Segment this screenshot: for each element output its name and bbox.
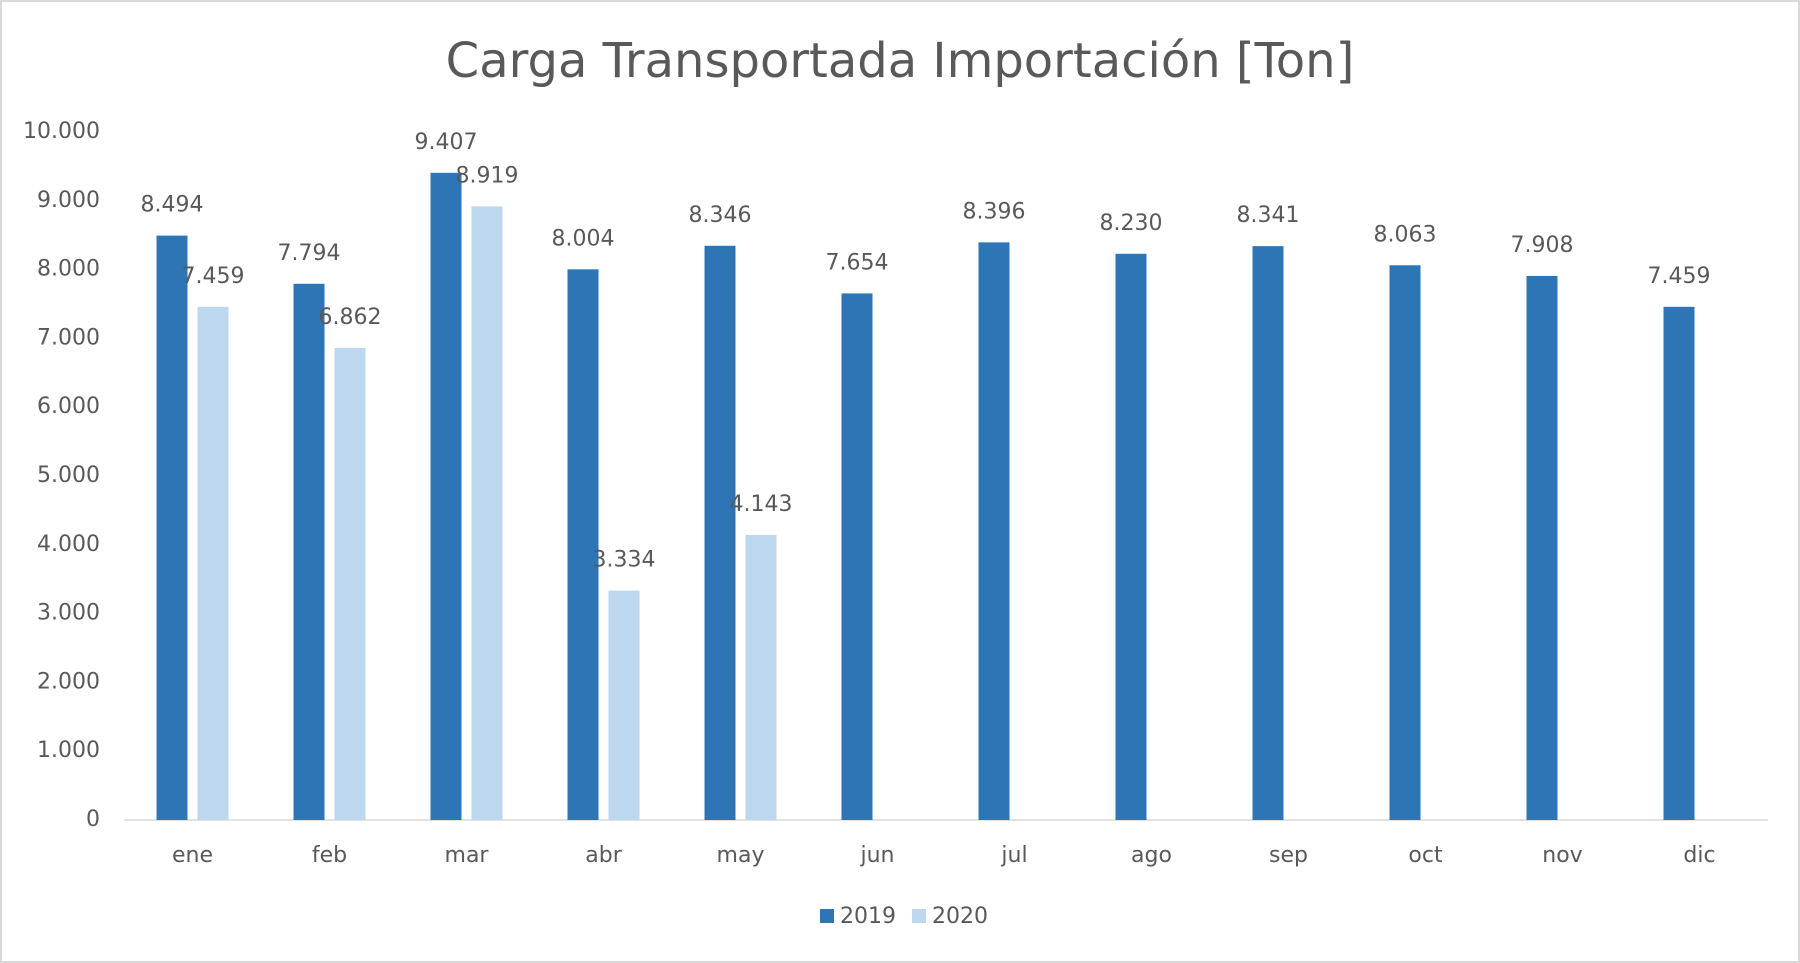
x-tick-label: jun [860, 843, 895, 868]
x-tick-label: ene [172, 843, 213, 868]
bar [293, 283, 325, 820]
bar [704, 245, 736, 821]
legend-label: 2019 [840, 904, 896, 929]
data-label: 9.407 [415, 130, 478, 155]
x-tick-label: mar [445, 843, 490, 868]
x-tick-label: ago [1131, 843, 1172, 868]
y-tick-label: 3.000 [37, 601, 100, 626]
bar [471, 206, 503, 820]
bar [978, 242, 1010, 820]
y-tick-label: 8.000 [37, 257, 100, 282]
x-tick-label: oct [1408, 843, 1443, 868]
bar [156, 235, 188, 820]
x-tick-label: dic [1683, 843, 1715, 868]
data-label: 7.908 [1511, 233, 1574, 258]
x-tick-label: feb [312, 843, 347, 868]
bar [1115, 253, 1147, 820]
bar [567, 269, 599, 820]
bar [334, 347, 366, 820]
data-label: 8.494 [141, 193, 204, 218]
y-tick-label: 4.000 [37, 532, 100, 557]
data-label: 8.063 [1374, 222, 1437, 247]
data-label: 7.794 [278, 241, 341, 266]
bar [1252, 246, 1284, 820]
bar [1389, 265, 1421, 820]
y-tick-label: 9.000 [37, 188, 100, 213]
bar [841, 293, 873, 820]
y-tick-label: 1.000 [37, 738, 100, 763]
x-tick-label: abr [585, 843, 622, 868]
legend-label: 2020 [932, 904, 988, 929]
data-label: 8.346 [689, 203, 752, 228]
x-tick-label: sep [1269, 843, 1308, 868]
data-label: 6.862 [319, 305, 382, 330]
data-label: 8.919 [456, 163, 519, 188]
x-tick-label: nov [1542, 843, 1582, 868]
x-tick-label: jul [1000, 843, 1027, 868]
bar [1526, 275, 1558, 821]
bar [745, 534, 777, 820]
bar [608, 590, 640, 820]
data-label: 7.459 [1648, 264, 1711, 289]
bar [197, 306, 229, 820]
y-tick-label: 2.000 [37, 669, 100, 694]
data-label: 8.396 [963, 199, 1026, 224]
data-label: 8.004 [552, 226, 615, 251]
y-tick-label: 10.000 [23, 119, 100, 144]
data-label: 8.341 [1237, 203, 1300, 228]
data-label: 4.143 [730, 492, 793, 517]
data-label: 3.334 [593, 548, 656, 573]
y-tick-label: 5.000 [37, 463, 100, 488]
x-tick-label: may [717, 843, 765, 868]
chart-title: Carga Transportada Importación [Ton] [446, 33, 1355, 89]
data-label: 7.459 [182, 264, 245, 289]
legend-swatch [912, 909, 926, 923]
data-label: 7.654 [826, 250, 889, 275]
data-label: 8.230 [1100, 211, 1163, 236]
bar [430, 172, 462, 820]
y-tick-label: 0 [86, 807, 100, 832]
y-tick-label: 6.000 [37, 394, 100, 419]
y-tick-label: 7.000 [37, 325, 100, 350]
legend-swatch [820, 909, 834, 923]
bar [1663, 306, 1695, 820]
